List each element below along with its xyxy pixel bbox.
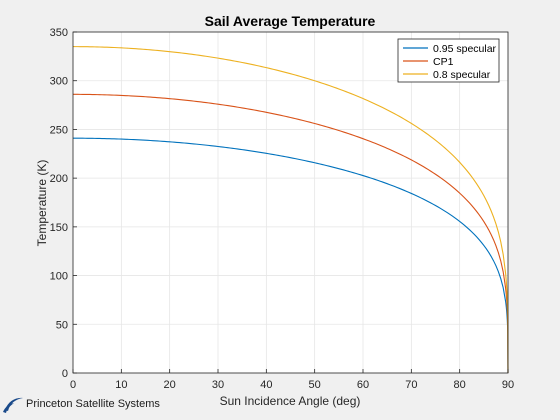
y-tick-label: 300 <box>50 76 68 88</box>
y-tick-label: 350 <box>50 27 68 39</box>
logo-text: Princeton Satellite Systems <box>26 398 160 410</box>
x-tick-label: 80 <box>454 379 466 391</box>
y-tick-label: 200 <box>50 173 68 185</box>
plot-area <box>73 32 508 373</box>
x-tick-label: 30 <box>212 379 224 391</box>
company-logo: Princeton Satellite Systems <box>2 392 160 416</box>
data-lines <box>72 46 509 373</box>
x-axis-ticks: 0 10 20 30 40 50 60 70 80 90 <box>70 369 514 391</box>
x-axis-label: Sun Incidence Angle (deg) <box>220 394 361 408</box>
x-tick-label: 90 <box>502 379 514 391</box>
x-tick-label: 40 <box>260 379 272 391</box>
x-tick-label: 20 <box>164 379 176 391</box>
y-tick-label: 250 <box>50 124 68 136</box>
plot-border <box>72 31 509 374</box>
x-tick-label: 10 <box>115 379 127 391</box>
legend-entry: CP1 <box>433 56 454 68</box>
y-tick-label: 100 <box>50 271 68 283</box>
chart-title: Sail Average Temperature <box>205 13 376 29</box>
x-tick-label: 0 <box>70 379 76 391</box>
y-axis-label: Temperature (K) <box>35 160 49 247</box>
y-axis-ticks: 0 50 100 150 200 250 300 350 <box>50 27 77 380</box>
swoosh-logo-icon <box>3 397 23 413</box>
series-line-1 <box>72 93 509 373</box>
series-line-2 <box>72 46 509 373</box>
y-tick-label: 0 <box>62 368 68 380</box>
x-tick-label: 70 <box>405 379 417 391</box>
y-tick-label: 150 <box>50 222 68 234</box>
legend-entry: 0.95 specular <box>433 43 497 55</box>
legend-entry: 0.8 specular <box>433 69 491 81</box>
x-tick-label: 60 <box>357 379 369 391</box>
y-tick-label: 50 <box>56 319 68 331</box>
x-tick-label: 50 <box>309 379 321 391</box>
series-line-0 <box>73 137 509 373</box>
